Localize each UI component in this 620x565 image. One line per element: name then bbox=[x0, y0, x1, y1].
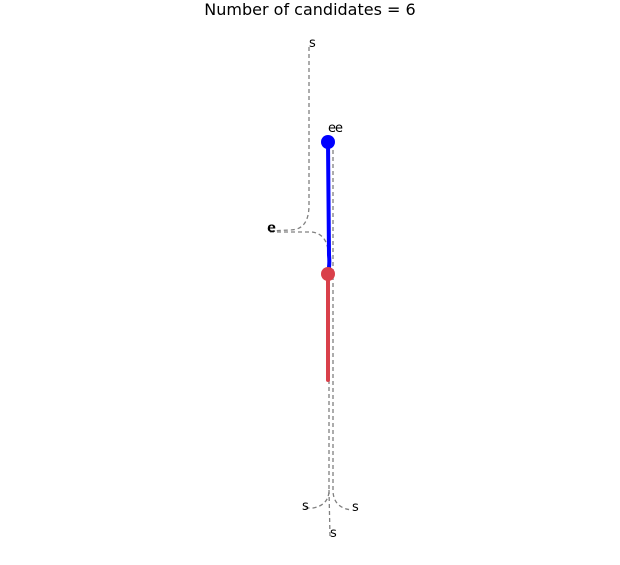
label-end-left-b: e bbox=[268, 221, 276, 236]
label-end-top-b: e bbox=[335, 121, 343, 136]
label-end-left-a: e bbox=[267, 221, 275, 236]
current-marker bbox=[321, 135, 335, 149]
label-start-top: s bbox=[309, 36, 316, 51]
label-end-top-a: e bbox=[328, 121, 336, 136]
candidate-path-bottom-right bbox=[332, 150, 353, 511]
candidate-path-bottom-left bbox=[304, 380, 330, 509]
label-start-bottom-right: s bbox=[352, 500, 359, 515]
label-start-bottom-left: s bbox=[302, 499, 309, 514]
selected-trajectory bbox=[326, 140, 332, 274]
candidate-path-top bbox=[267, 47, 310, 232]
label-start-bottom-center: s bbox=[330, 526, 337, 541]
candidate-path-left-merge bbox=[270, 231, 329, 251]
history-marker bbox=[321, 267, 335, 281]
candidate-path-bottom-center bbox=[328, 489, 331, 538]
figure-title: Number of candidates = 6 bbox=[204, 0, 416, 19]
